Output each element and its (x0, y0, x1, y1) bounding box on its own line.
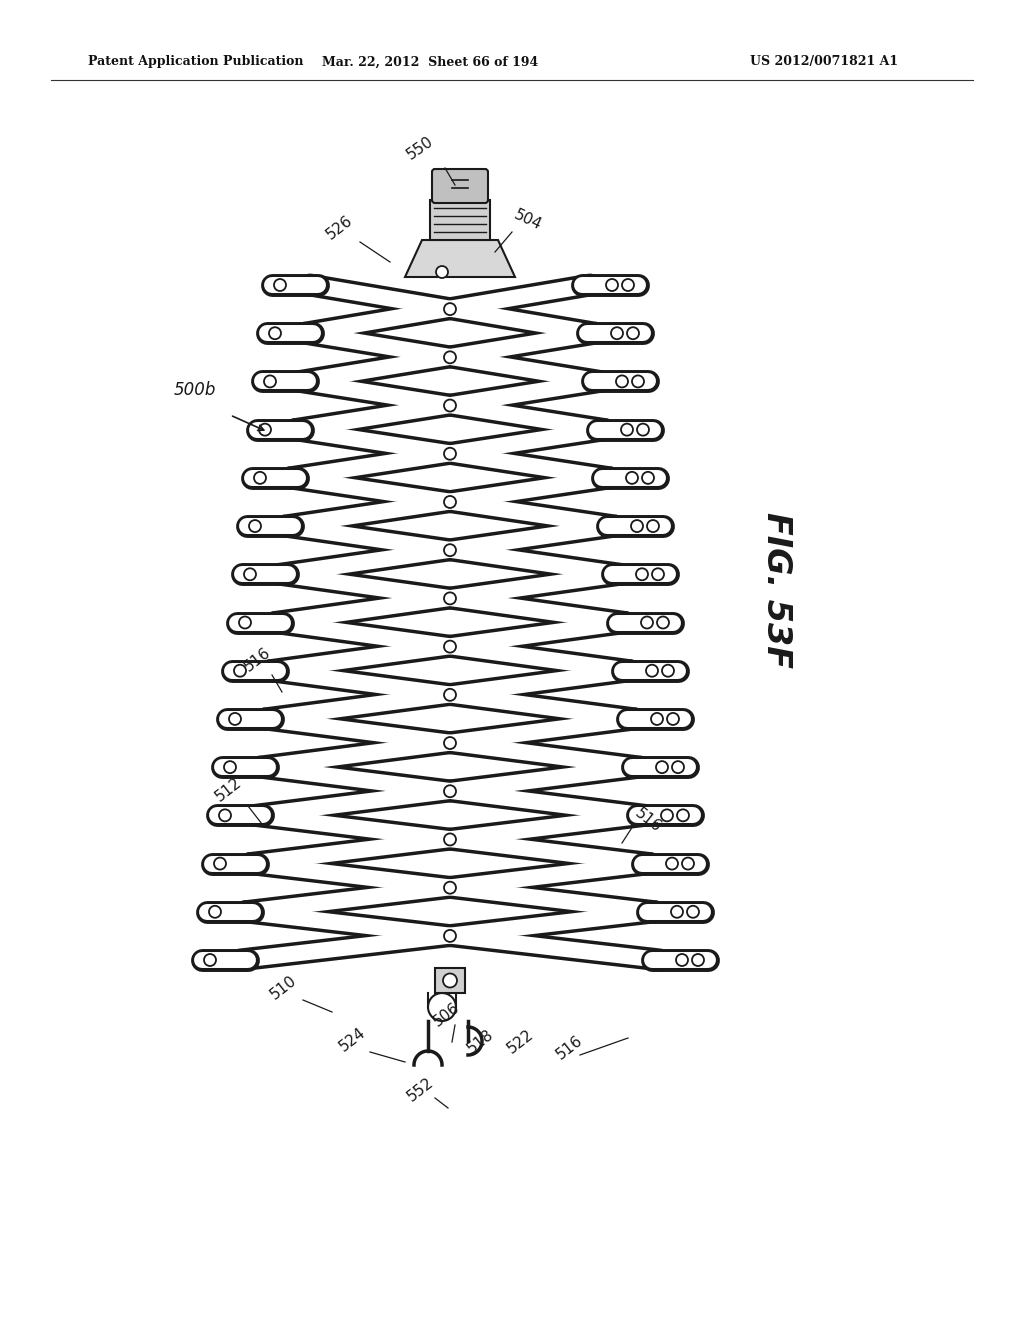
Circle shape (214, 858, 226, 870)
Circle shape (651, 713, 663, 725)
Circle shape (616, 375, 628, 388)
Circle shape (627, 327, 639, 339)
Circle shape (657, 616, 669, 628)
Circle shape (444, 640, 456, 652)
Text: 500b: 500b (174, 381, 216, 399)
Circle shape (274, 279, 286, 290)
Circle shape (671, 906, 683, 917)
Circle shape (662, 809, 673, 821)
Circle shape (687, 906, 699, 917)
Circle shape (626, 471, 638, 484)
Circle shape (632, 375, 644, 388)
Text: 522: 522 (504, 1027, 536, 1057)
Circle shape (259, 424, 271, 436)
Circle shape (234, 665, 246, 677)
Circle shape (444, 737, 456, 748)
Circle shape (444, 689, 456, 701)
Text: 550: 550 (403, 133, 436, 162)
Circle shape (637, 424, 649, 436)
Text: 518: 518 (464, 1027, 496, 1057)
Circle shape (224, 762, 236, 774)
Circle shape (239, 616, 251, 628)
Circle shape (666, 858, 678, 870)
Circle shape (641, 616, 653, 628)
Circle shape (219, 809, 231, 821)
FancyBboxPatch shape (435, 968, 465, 993)
Circle shape (444, 929, 456, 942)
Circle shape (249, 520, 261, 532)
Circle shape (606, 279, 618, 290)
Circle shape (444, 785, 456, 797)
Circle shape (656, 762, 668, 774)
Circle shape (622, 279, 634, 290)
Circle shape (444, 833, 456, 846)
Text: Mar. 22, 2012  Sheet 66 of 194: Mar. 22, 2012 Sheet 66 of 194 (322, 55, 539, 69)
Circle shape (676, 954, 688, 966)
Circle shape (229, 713, 241, 725)
Circle shape (636, 569, 648, 581)
Text: 516: 516 (554, 1034, 586, 1063)
Circle shape (444, 496, 456, 508)
Circle shape (662, 665, 674, 677)
Circle shape (436, 267, 449, 279)
Circle shape (682, 858, 694, 870)
Text: 506: 506 (431, 1001, 463, 1030)
Polygon shape (430, 1023, 466, 1038)
Circle shape (264, 375, 276, 388)
Circle shape (269, 327, 281, 339)
Circle shape (692, 954, 705, 966)
Circle shape (631, 520, 643, 532)
Text: 512: 512 (212, 775, 244, 805)
Circle shape (672, 762, 684, 774)
Text: FIG. 53F: FIG. 53F (760, 512, 793, 668)
Circle shape (254, 471, 266, 484)
Circle shape (611, 327, 623, 339)
Circle shape (667, 713, 679, 725)
FancyBboxPatch shape (430, 201, 490, 240)
Circle shape (647, 520, 659, 532)
Circle shape (204, 954, 216, 966)
Circle shape (443, 974, 457, 987)
Text: 524: 524 (336, 1026, 368, 1055)
Text: 552: 552 (404, 1076, 436, 1105)
Circle shape (444, 882, 456, 894)
Text: 516: 516 (242, 645, 274, 675)
Circle shape (642, 471, 654, 484)
Circle shape (621, 424, 633, 436)
Text: US 2012/0071821 A1: US 2012/0071821 A1 (750, 55, 898, 69)
Circle shape (444, 304, 456, 315)
Circle shape (444, 544, 456, 556)
FancyBboxPatch shape (432, 169, 488, 203)
Circle shape (444, 593, 456, 605)
Circle shape (652, 569, 664, 581)
Circle shape (444, 447, 456, 459)
Polygon shape (406, 240, 515, 277)
Circle shape (244, 569, 256, 581)
Circle shape (444, 351, 456, 363)
Text: Patent Application Publication: Patent Application Publication (88, 55, 303, 69)
Text: 516: 516 (632, 805, 664, 834)
Circle shape (428, 993, 456, 1020)
Circle shape (646, 665, 658, 677)
Circle shape (209, 906, 221, 917)
Circle shape (444, 400, 456, 412)
Text: 504: 504 (512, 207, 544, 232)
Circle shape (677, 809, 689, 821)
Text: 526: 526 (324, 213, 356, 243)
Text: 510: 510 (267, 973, 299, 1003)
